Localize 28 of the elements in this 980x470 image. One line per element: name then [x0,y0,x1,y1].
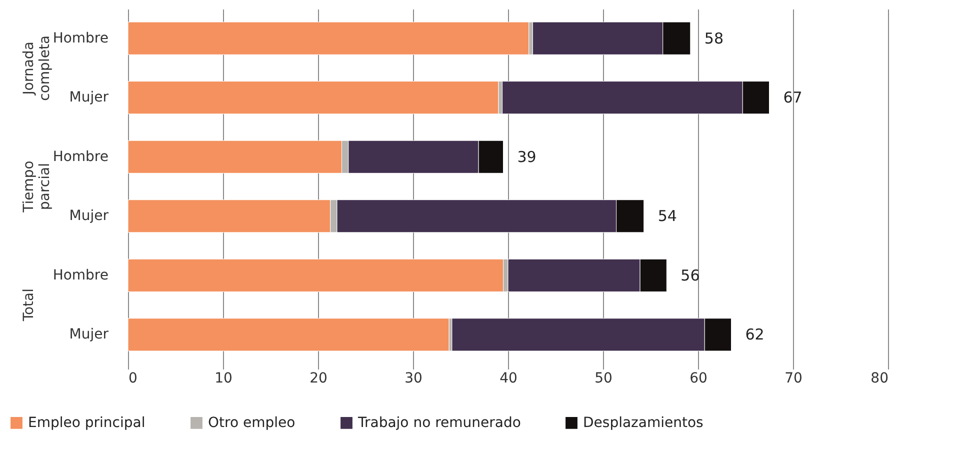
total-label: 54 [658,207,677,226]
y-tick-label: Hombre [52,148,108,165]
text: Jornada completa [21,35,53,101]
total-label: 56 [680,266,700,284]
x-tick-label: 50 [594,370,612,386]
legend-label: Trabajo no remunerado [357,414,521,431]
y-tick-label: Mujer [69,326,109,343]
text: Total [21,288,37,322]
legend-label: Empleo principal [28,414,146,431]
total-label: 67 [783,88,802,107]
x-tick-label: 0 [128,370,138,386]
x-tick-label: 70 [784,370,802,386]
x-tick-label: 30 [404,370,422,386]
total-label: 58 [704,29,724,48]
y-tick-label: Hombre [52,267,108,284]
y-tick-label: Mujer [69,208,109,224]
total-label: 62 [745,326,764,344]
text: Tiempo parcial [21,160,53,214]
legend-label: Otro empleo [208,414,296,431]
y-tick-label: Mujer [69,90,109,106]
x-tick-label: 60 [690,370,708,386]
y-tick-label: Hombre [52,30,108,46]
x-tick-label: 40 [500,370,518,386]
legend-label: Desplazamientos [583,414,704,431]
total-label: 39 [517,148,536,166]
x-tick-label: 80 [870,370,888,386]
x-tick-label: 20 [310,370,328,386]
x-tick-label: 10 [214,370,232,386]
